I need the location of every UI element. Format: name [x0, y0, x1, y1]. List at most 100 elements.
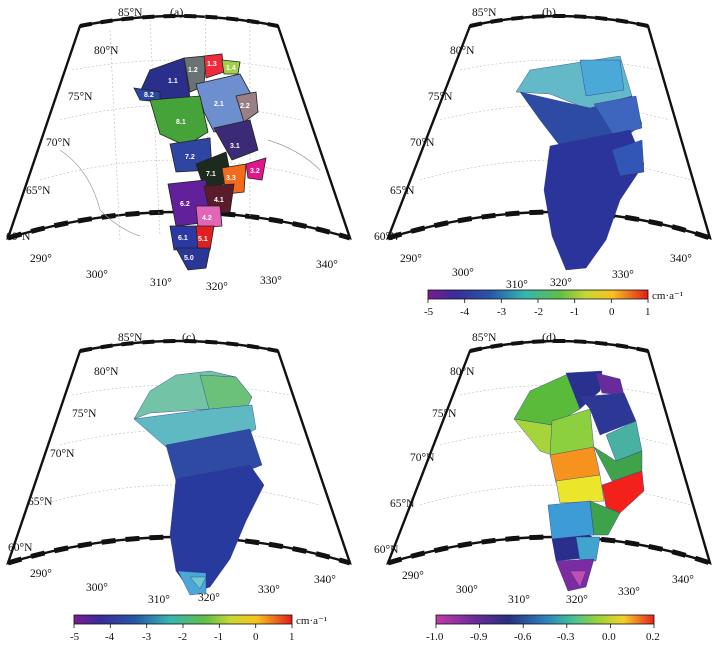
colorbar-tick: 0.2 — [646, 631, 660, 643]
lon-label: 310° — [506, 279, 528, 291]
lat-label: 70°N — [410, 452, 435, 464]
basin-4.2 — [195, 205, 223, 229]
panel-label-a: (a) — [170, 5, 183, 19]
basin-label: 4.1 — [214, 197, 224, 204]
basin-3.2 — [245, 157, 267, 181]
basin-label: 7.1 — [206, 171, 216, 178]
lat-label: 60°N — [6, 231, 31, 243]
lon-label: 320° — [566, 594, 588, 606]
basin-label: 5.1 — [198, 236, 208, 243]
colorbar-tick: -1 — [214, 631, 223, 643]
lon-label: 340° — [316, 259, 338, 271]
colorbar-tick: -3 — [142, 631, 152, 643]
lat-label: 75°N — [428, 91, 453, 103]
lat-label: 65°N — [26, 185, 51, 197]
panel-label-c: (c) — [182, 330, 195, 344]
lat-label: 65°N — [28, 496, 53, 508]
lat-label: 85°N — [472, 7, 497, 19]
lat-label: 80°N — [94, 45, 119, 57]
colorbar-tick: -0.9 — [470, 631, 488, 643]
lat-label: 75°N — [72, 408, 97, 420]
panel-label-b: (b) — [542, 5, 556, 19]
colorbar-tick: 0 — [609, 306, 615, 318]
panel-label-d: (d) — [542, 330, 556, 344]
lon-label: 310° — [150, 277, 172, 289]
lon-label: 300° — [86, 582, 108, 594]
lon-label: 290° — [30, 253, 52, 265]
lat-label: 60°N — [374, 231, 399, 243]
lon-label: 290° — [402, 570, 424, 582]
colorbar-tick: -5 — [424, 306, 434, 318]
basin-label: 1.3 — [207, 61, 217, 68]
drainage-basins — [133, 53, 267, 271]
lon-label: 330° — [260, 275, 282, 287]
lat-label: 65°N — [390, 498, 415, 510]
lat-label: 80°N — [450, 45, 475, 57]
lat-label: 85°N — [472, 332, 497, 344]
colorbar-b: -5 -4 -3 -2 -1 0 1 cm·a⁻¹ — [424, 289, 683, 318]
lon-label: 290° — [400, 253, 422, 265]
lon-label: 330° — [258, 584, 280, 596]
panel-b: (b) 85°N 80°N 75°N 70°N 65°N 60°N 290° 3… — [374, 5, 712, 318]
colorbar-tick: -0.6 — [514, 631, 532, 643]
lat-label: 70°N — [50, 448, 75, 460]
colorbar-tick: 0 — [253, 631, 259, 643]
basin-label: 1.4 — [226, 65, 236, 72]
basin-label: 8.1 — [176, 119, 186, 126]
panel-d: (d) 85°N 80°N 75°N 70°N 65°N 60°N 290° 3… — [374, 330, 712, 643]
lon-label: 290° — [30, 568, 52, 580]
lon-label: 310° — [148, 594, 170, 606]
colorbar-tick: -5 — [70, 631, 80, 643]
colorbar-tick: -2 — [178, 631, 187, 643]
colorbar-tick: 1 — [289, 631, 295, 643]
colorbar-tick: 1 — [645, 306, 651, 318]
lon-label: 330° — [612, 269, 634, 281]
basin-labels: 1.1 1.2 1.3 1.4 8.2 2.1 2.2 8.1 3.1 7.2 … — [144, 61, 260, 262]
lon-label: 320° — [550, 277, 572, 289]
colorbar-tick: -2 — [534, 306, 543, 318]
colorbar-c: -5 -4 -3 -2 -1 0 1 cm·a⁻¹ — [70, 614, 327, 643]
lon-label: 300° — [456, 584, 478, 596]
colorbar-tick: -4 — [105, 631, 115, 643]
colorbar-tick: -3 — [497, 306, 507, 318]
basin-3.1 — [213, 119, 259, 161]
basin-label: 6.2 — [180, 201, 190, 208]
panel-c: (c) 85°N 80°N 75°N 70°N 65°N 60°N 290° 3… — [6, 330, 352, 643]
lat-label: 60°N — [374, 544, 399, 556]
basin-label: 7.2 — [185, 154, 195, 161]
lat-label: 75°N — [68, 91, 93, 103]
lat-label: 85°N — [118, 332, 143, 344]
colorbar-tick: -4 — [460, 306, 470, 318]
basin-label: 3.3 — [226, 175, 236, 182]
basin-label: 3.2 — [250, 168, 260, 175]
lon-label: 320° — [198, 592, 220, 604]
lon-label: 340° — [314, 574, 336, 586]
colorbar-d: -1.0 -0.9 -0.6 -0.3 0.0 0.2 — [426, 614, 660, 643]
lon-label: 330° — [618, 586, 640, 598]
basin-8.1 — [149, 95, 209, 147]
lat-label: 65°N — [390, 185, 415, 197]
lat-label: 80°N — [94, 366, 119, 378]
colorbar-unit: cm·a⁻¹ — [652, 290, 683, 302]
lon-label: 340° — [670, 253, 692, 265]
basin-label: 6.1 — [178, 235, 188, 242]
lat-label: 75°N — [432, 408, 457, 420]
colorbar-tick: -1 — [570, 306, 579, 318]
colorbar-tick: -1.0 — [426, 631, 444, 643]
lon-label: 300° — [86, 269, 108, 281]
basin-5.0 — [175, 247, 211, 271]
basin-2.2 — [235, 91, 259, 123]
basin-label: 5.0 — [184, 255, 194, 262]
lat-label: 70°N — [46, 137, 71, 149]
lon-label: 320° — [206, 281, 228, 293]
basin-label: 1.1 — [168, 78, 178, 85]
basin-label: 8.2 — [144, 92, 154, 99]
lat-label: 80°N — [450, 366, 475, 378]
lon-label: 310° — [508, 594, 530, 606]
basin-label: 2.1 — [214, 101, 224, 108]
basin-1.4 — [221, 59, 241, 75]
colorbar-tick: -0.3 — [557, 631, 575, 643]
basin-label: 4.2 — [202, 215, 212, 222]
lat-label: 60°N — [8, 542, 33, 554]
